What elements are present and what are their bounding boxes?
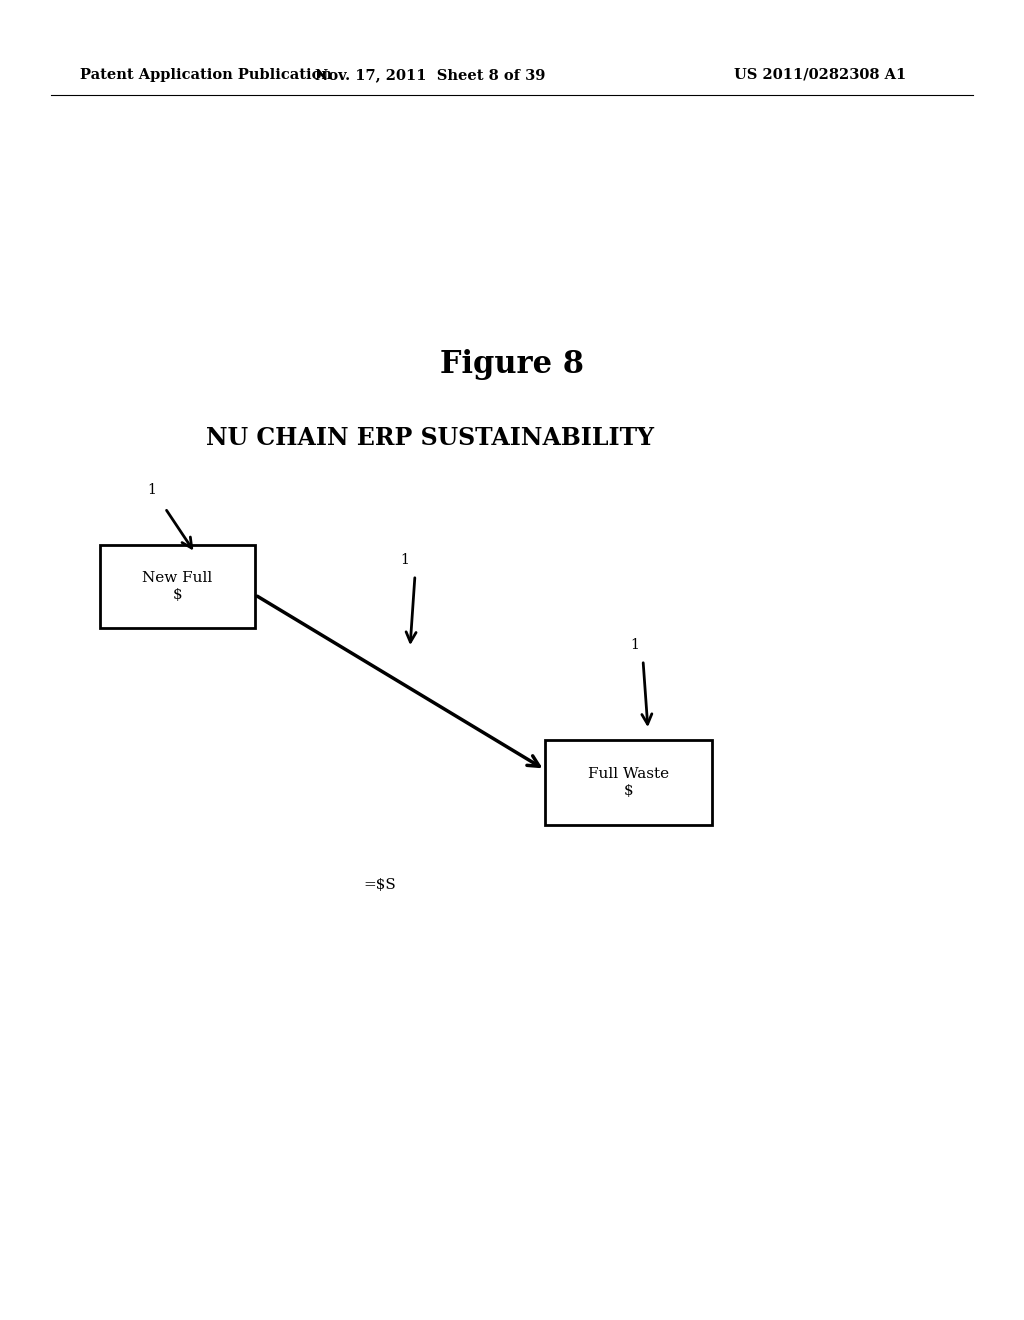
Text: Nov. 17, 2011  Sheet 8 of 39: Nov. 17, 2011 Sheet 8 of 39 [314,69,545,82]
Text: US 2011/0282308 A1: US 2011/0282308 A1 [734,69,906,82]
Text: Full Waste
$: Full Waste $ [588,767,669,797]
Text: Figure 8: Figure 8 [440,350,584,380]
Text: 1: 1 [631,638,639,652]
Text: New Full
$: New Full $ [142,572,213,602]
Text: =$S: =$S [364,878,396,892]
Text: 1: 1 [400,553,410,568]
Text: NU CHAIN ERP SUSTAINABILITY: NU CHAIN ERP SUSTAINABILITY [206,426,654,450]
Bar [100,545,255,628]
Text: Patent Application Publication: Patent Application Publication [80,69,332,82]
Bar [545,741,712,825]
Text: 1: 1 [147,483,157,498]
